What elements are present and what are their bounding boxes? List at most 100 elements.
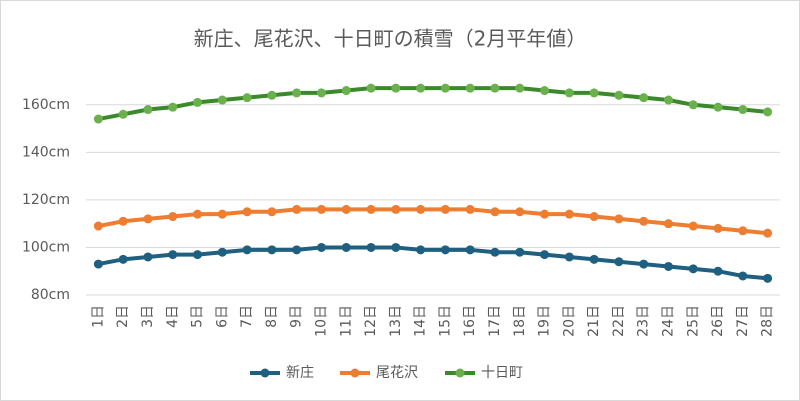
data-point bbox=[391, 242, 401, 252]
data-point bbox=[193, 97, 203, 107]
data-point bbox=[316, 242, 326, 252]
x-tick-label: 20日 bbox=[561, 305, 577, 337]
legend-marker bbox=[455, 368, 465, 378]
data-point bbox=[366, 83, 376, 93]
series-line bbox=[98, 207, 768, 236]
data-point bbox=[713, 223, 723, 233]
data-point bbox=[93, 259, 103, 269]
x-tick-label: 8日 bbox=[264, 305, 280, 328]
data-point bbox=[639, 216, 649, 226]
data-point bbox=[217, 247, 227, 257]
data-point bbox=[440, 83, 450, 93]
x-tick-label: 28日 bbox=[760, 305, 776, 337]
data-point bbox=[738, 105, 748, 115]
data-point bbox=[242, 245, 252, 255]
data-point bbox=[688, 221, 698, 231]
y-tick-label: 160cm bbox=[22, 97, 70, 113]
data-point bbox=[217, 95, 227, 105]
legend-label: 新庄 bbox=[286, 364, 314, 381]
data-point bbox=[540, 250, 550, 260]
data-point bbox=[118, 109, 128, 119]
data-point bbox=[93, 114, 103, 124]
x-tick-label: 25日 bbox=[685, 305, 701, 337]
series-line bbox=[98, 245, 768, 281]
data-point bbox=[490, 207, 500, 217]
x-tick-label: 24日 bbox=[660, 305, 676, 337]
chart-title: 新庄、尾花沢、十日町の積雪（2月平年値） bbox=[194, 27, 587, 51]
x-tick-label: 5日 bbox=[190, 305, 206, 328]
x-tick-label: 3日 bbox=[140, 305, 156, 328]
x-tick-label: 12日 bbox=[363, 305, 379, 337]
data-point bbox=[316, 88, 326, 98]
data-point bbox=[416, 245, 426, 255]
data-point bbox=[663, 219, 673, 229]
data-point bbox=[292, 245, 302, 255]
data-point bbox=[193, 209, 203, 219]
y-tick-label: 100cm bbox=[22, 239, 70, 255]
y-tick-label: 80cm bbox=[31, 287, 70, 303]
legend-marker bbox=[350, 368, 360, 378]
data-point bbox=[465, 204, 475, 214]
legend-marker bbox=[260, 368, 270, 378]
data-point bbox=[663, 95, 673, 105]
series-line bbox=[98, 86, 768, 122]
x-tick-label: 13日 bbox=[388, 305, 404, 337]
data-point bbox=[713, 266, 723, 276]
data-point bbox=[391, 83, 401, 93]
data-point bbox=[639, 259, 649, 269]
data-point bbox=[515, 83, 525, 93]
x-tick-label: 16日 bbox=[462, 305, 478, 337]
data-point bbox=[143, 105, 153, 115]
x-tick-label: 19日 bbox=[537, 305, 553, 337]
data-point bbox=[688, 100, 698, 110]
data-point bbox=[118, 216, 128, 226]
data-point bbox=[416, 204, 426, 214]
x-tick-label: 22日 bbox=[611, 305, 627, 337]
data-point bbox=[366, 242, 376, 252]
data-point bbox=[738, 226, 748, 236]
data-point bbox=[540, 86, 550, 96]
x-tick-label: 10日 bbox=[313, 305, 329, 337]
x-tick-label: 9日 bbox=[289, 305, 305, 328]
x-tick-label: 7日 bbox=[239, 305, 255, 328]
data-point bbox=[267, 245, 277, 255]
data-point bbox=[143, 214, 153, 224]
data-point bbox=[341, 242, 351, 252]
data-point bbox=[440, 204, 450, 214]
data-point bbox=[589, 254, 599, 264]
x-tick-label: 11日 bbox=[338, 305, 354, 337]
data-point bbox=[242, 207, 252, 217]
x-tick-label: 4日 bbox=[165, 305, 181, 328]
x-tick-label: 14日 bbox=[413, 305, 429, 337]
data-point bbox=[465, 83, 475, 93]
x-tick-label: 1日 bbox=[90, 305, 106, 328]
data-point bbox=[763, 107, 773, 117]
x-tick-label: 17日 bbox=[487, 305, 503, 337]
data-point bbox=[564, 209, 574, 219]
data-point bbox=[614, 257, 624, 267]
data-point bbox=[217, 209, 227, 219]
data-point bbox=[118, 254, 128, 264]
data-point bbox=[713, 102, 723, 112]
data-point bbox=[614, 214, 624, 224]
data-point bbox=[267, 207, 277, 217]
x-tick-label: 18日 bbox=[512, 305, 528, 337]
data-point bbox=[763, 228, 773, 238]
data-point bbox=[589, 88, 599, 98]
data-point bbox=[341, 204, 351, 214]
data-point bbox=[242, 93, 252, 103]
x-tick-label: 15日 bbox=[437, 305, 453, 337]
data-point bbox=[515, 207, 525, 217]
data-point bbox=[564, 88, 574, 98]
x-tick-label: 26日 bbox=[710, 305, 726, 337]
data-point bbox=[564, 252, 574, 262]
x-tick-label: 27日 bbox=[735, 305, 751, 337]
data-point bbox=[738, 271, 748, 281]
data-point bbox=[465, 245, 475, 255]
data-point bbox=[540, 209, 550, 219]
data-point bbox=[688, 264, 698, 274]
x-tick-label: 2日 bbox=[115, 305, 131, 328]
data-point bbox=[391, 204, 401, 214]
